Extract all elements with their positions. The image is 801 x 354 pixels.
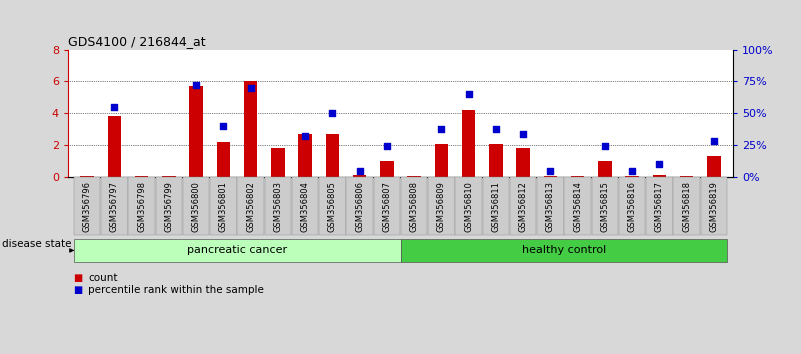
Point xyxy=(353,168,366,173)
Bar xyxy=(325,134,339,177)
Text: count: count xyxy=(88,273,118,283)
Text: GSM356815: GSM356815 xyxy=(601,181,610,232)
Bar xyxy=(271,148,284,177)
Bar xyxy=(298,134,312,177)
Text: GSM356806: GSM356806 xyxy=(355,181,364,232)
Bar xyxy=(80,176,94,177)
Text: GSM356817: GSM356817 xyxy=(655,181,664,232)
Text: percentile rank within the sample: percentile rank within the sample xyxy=(88,285,264,295)
Bar xyxy=(435,144,449,177)
Text: GSM356798: GSM356798 xyxy=(137,181,146,232)
Point xyxy=(626,168,638,173)
Text: GSM356809: GSM356809 xyxy=(437,181,446,232)
Bar xyxy=(189,86,203,177)
Bar xyxy=(107,116,121,177)
Text: GSM356799: GSM356799 xyxy=(164,181,173,232)
Point xyxy=(244,85,257,91)
Bar xyxy=(408,176,421,177)
Bar xyxy=(707,156,721,177)
Text: pancreatic cancer: pancreatic cancer xyxy=(187,245,287,256)
Text: GSM356807: GSM356807 xyxy=(382,181,392,232)
Bar xyxy=(162,176,175,177)
Bar xyxy=(135,176,148,177)
Text: healthy control: healthy control xyxy=(522,245,606,256)
Bar xyxy=(352,176,366,177)
Text: GSM356800: GSM356800 xyxy=(191,181,200,232)
Text: GSM356808: GSM356808 xyxy=(409,181,419,232)
Text: GSM356805: GSM356805 xyxy=(328,181,337,232)
Text: GSM356797: GSM356797 xyxy=(110,181,119,232)
Bar xyxy=(380,161,393,177)
Bar xyxy=(544,176,557,177)
Text: GSM356796: GSM356796 xyxy=(83,181,91,232)
Point xyxy=(435,126,448,131)
Text: GSM356810: GSM356810 xyxy=(464,181,473,232)
Text: disease state: disease state xyxy=(2,239,71,249)
Bar xyxy=(680,176,694,177)
Bar xyxy=(216,142,230,177)
Text: GSM356819: GSM356819 xyxy=(710,181,718,232)
Point xyxy=(544,168,557,173)
Point xyxy=(517,131,529,137)
Bar xyxy=(598,161,612,177)
Point xyxy=(380,144,393,149)
Text: GSM356814: GSM356814 xyxy=(573,181,582,232)
Point xyxy=(326,110,339,116)
Bar xyxy=(571,176,585,177)
Point xyxy=(489,126,502,131)
Bar xyxy=(517,148,530,177)
Text: ■: ■ xyxy=(74,273,83,283)
Point xyxy=(462,91,475,97)
Bar xyxy=(462,110,476,177)
Point xyxy=(299,133,312,139)
Point xyxy=(217,123,230,129)
Point xyxy=(707,138,720,144)
Text: GSM356813: GSM356813 xyxy=(545,181,555,232)
Point xyxy=(190,82,203,88)
Text: GSM356816: GSM356816 xyxy=(628,181,637,232)
Point xyxy=(108,104,121,110)
Text: GSM356812: GSM356812 xyxy=(518,181,528,232)
Bar xyxy=(489,144,503,177)
Text: GSM356818: GSM356818 xyxy=(682,181,691,232)
Point xyxy=(653,161,666,167)
Text: ■: ■ xyxy=(74,285,83,295)
Bar xyxy=(626,176,639,177)
Text: GSM356803: GSM356803 xyxy=(273,181,283,232)
Bar xyxy=(653,176,666,177)
Point xyxy=(598,144,611,149)
Text: GSM356802: GSM356802 xyxy=(246,181,256,232)
Text: GSM356801: GSM356801 xyxy=(219,181,228,232)
Bar xyxy=(244,81,257,177)
Text: GSM356804: GSM356804 xyxy=(300,181,310,232)
Text: GSM356811: GSM356811 xyxy=(491,181,501,232)
Text: GDS4100 / 216844_at: GDS4100 / 216844_at xyxy=(68,35,206,48)
